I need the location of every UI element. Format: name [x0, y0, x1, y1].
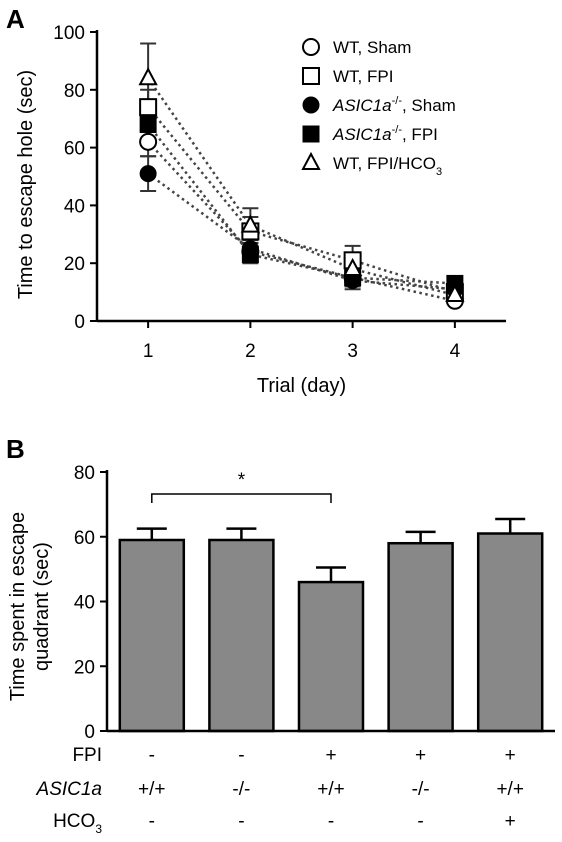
data-point: [138, 67, 158, 86]
row-label: ASIC1a: [36, 779, 102, 800]
x-axis-title: Trial (day): [257, 375, 346, 397]
chart-a: 0 20 40 60 80 100 1 2 3 4 Trial (day) Time to escap…: [15, 23, 506, 397]
series-line: [147, 123, 455, 285]
y-tick-label: 60: [74, 528, 95, 549]
legend-sub: 3: [436, 166, 442, 178]
significance-label: *: [238, 470, 246, 491]
bar: [208, 538, 275, 733]
row-value: +: [325, 745, 336, 766]
legend-marker: [302, 96, 320, 114]
x-tick-label: 2: [245, 341, 256, 362]
row-value: +/+: [496, 779, 523, 800]
x-tick-label: 4: [450, 341, 461, 362]
y-tick-label: 0: [84, 722, 95, 743]
legend-marker: [302, 67, 320, 85]
legend-rest: , FPI: [402, 125, 438, 144]
legend-entry: ASIC1a-/-, Sham: [332, 95, 456, 115]
y-axis-title: Time to escape hole (sec): [15, 70, 37, 299]
legend-main: ASIC1a: [332, 125, 392, 144]
panel-a-label: A: [6, 4, 25, 34]
legend-entry: ASIC1a-/-, FPI: [332, 124, 438, 144]
y-tick-label: 80: [74, 463, 95, 484]
legend-rest: , Sham: [358, 38, 412, 57]
series-line: [147, 172, 455, 291]
data-point: [139, 165, 157, 183]
y-tick-label: 100: [53, 23, 85, 44]
row-value: +: [505, 745, 516, 766]
row-value: -: [149, 745, 155, 766]
legend-sup: -/-: [392, 95, 403, 107]
row-value: -: [238, 811, 244, 832]
legend-marker: [302, 38, 320, 56]
legend-main: ASIC1a: [332, 96, 392, 115]
y-tick-label: 40: [64, 196, 85, 217]
y-tick-label: 80: [64, 81, 85, 102]
data-point: [241, 246, 259, 264]
row-label: FPI: [72, 745, 102, 766]
legend-main: WT: [333, 67, 359, 86]
x-tick-label: 3: [347, 341, 358, 362]
x-tick-label: 1: [143, 341, 154, 362]
data-point: [139, 98, 158, 117]
series-line: [147, 140, 456, 302]
row-value: -: [328, 811, 334, 832]
legend-marker: [301, 151, 321, 170]
row-label: HCO3: [53, 811, 102, 836]
y-axis-title-line2: quadrant (sec): [31, 542, 53, 671]
series-line: [147, 77, 456, 297]
bar: [297, 580, 365, 733]
data-point: [342, 257, 363, 276]
row-label-main: ASIC1a: [36, 779, 102, 800]
row-value: +/+: [138, 779, 165, 800]
row-value: -: [149, 811, 155, 832]
y-tick-label: 20: [74, 657, 95, 678]
series-line: [147, 106, 456, 294]
y-axis-title-line1: Time spent in escape: [7, 512, 29, 701]
bar: [476, 532, 544, 733]
legend-entry: WT, FPI/HCO3: [333, 154, 442, 178]
legend-rest: , FPI: [358, 67, 394, 86]
legend-entry: WT, Sham: [333, 38, 411, 57]
legend-main: WT: [333, 154, 359, 173]
y-tick-label: 60: [64, 139, 85, 160]
row-value: -: [417, 811, 423, 832]
legend-marker: [302, 125, 320, 143]
legend-entry: WT, FPI: [333, 67, 393, 86]
data-point: [139, 132, 158, 151]
bar: [387, 541, 454, 733]
row-value: -: [238, 745, 244, 766]
row-label-sub: 3: [95, 822, 102, 836]
row-value: +: [505, 811, 516, 832]
y-tick-label: 0: [74, 312, 85, 333]
row-label-main: HCO: [53, 811, 95, 832]
y-tick-label: 20: [64, 254, 85, 275]
row-label-main: FPI: [72, 745, 102, 766]
row-value: -/-: [232, 779, 250, 800]
panel-b-label: B: [6, 434, 25, 464]
row-value: -/-: [412, 779, 430, 800]
significance-bracket: [151, 493, 332, 503]
row-value: +: [415, 745, 426, 766]
legend-sup: -/-: [392, 124, 403, 136]
chart-b: 0 20 40 60 80 * Time spent in escape quadrant (…: [7, 463, 555, 836]
bar: [118, 538, 186, 733]
data-point: [240, 214, 261, 233]
y-tick-label: 40: [74, 593, 95, 614]
data-point: [139, 115, 157, 133]
row-value: +/+: [317, 779, 344, 800]
legend-rest: , FPI/HCO: [358, 154, 436, 173]
legend-rest: , Sham: [402, 96, 456, 115]
legend-main: WT: [333, 38, 359, 57]
data-point: [445, 283, 465, 302]
